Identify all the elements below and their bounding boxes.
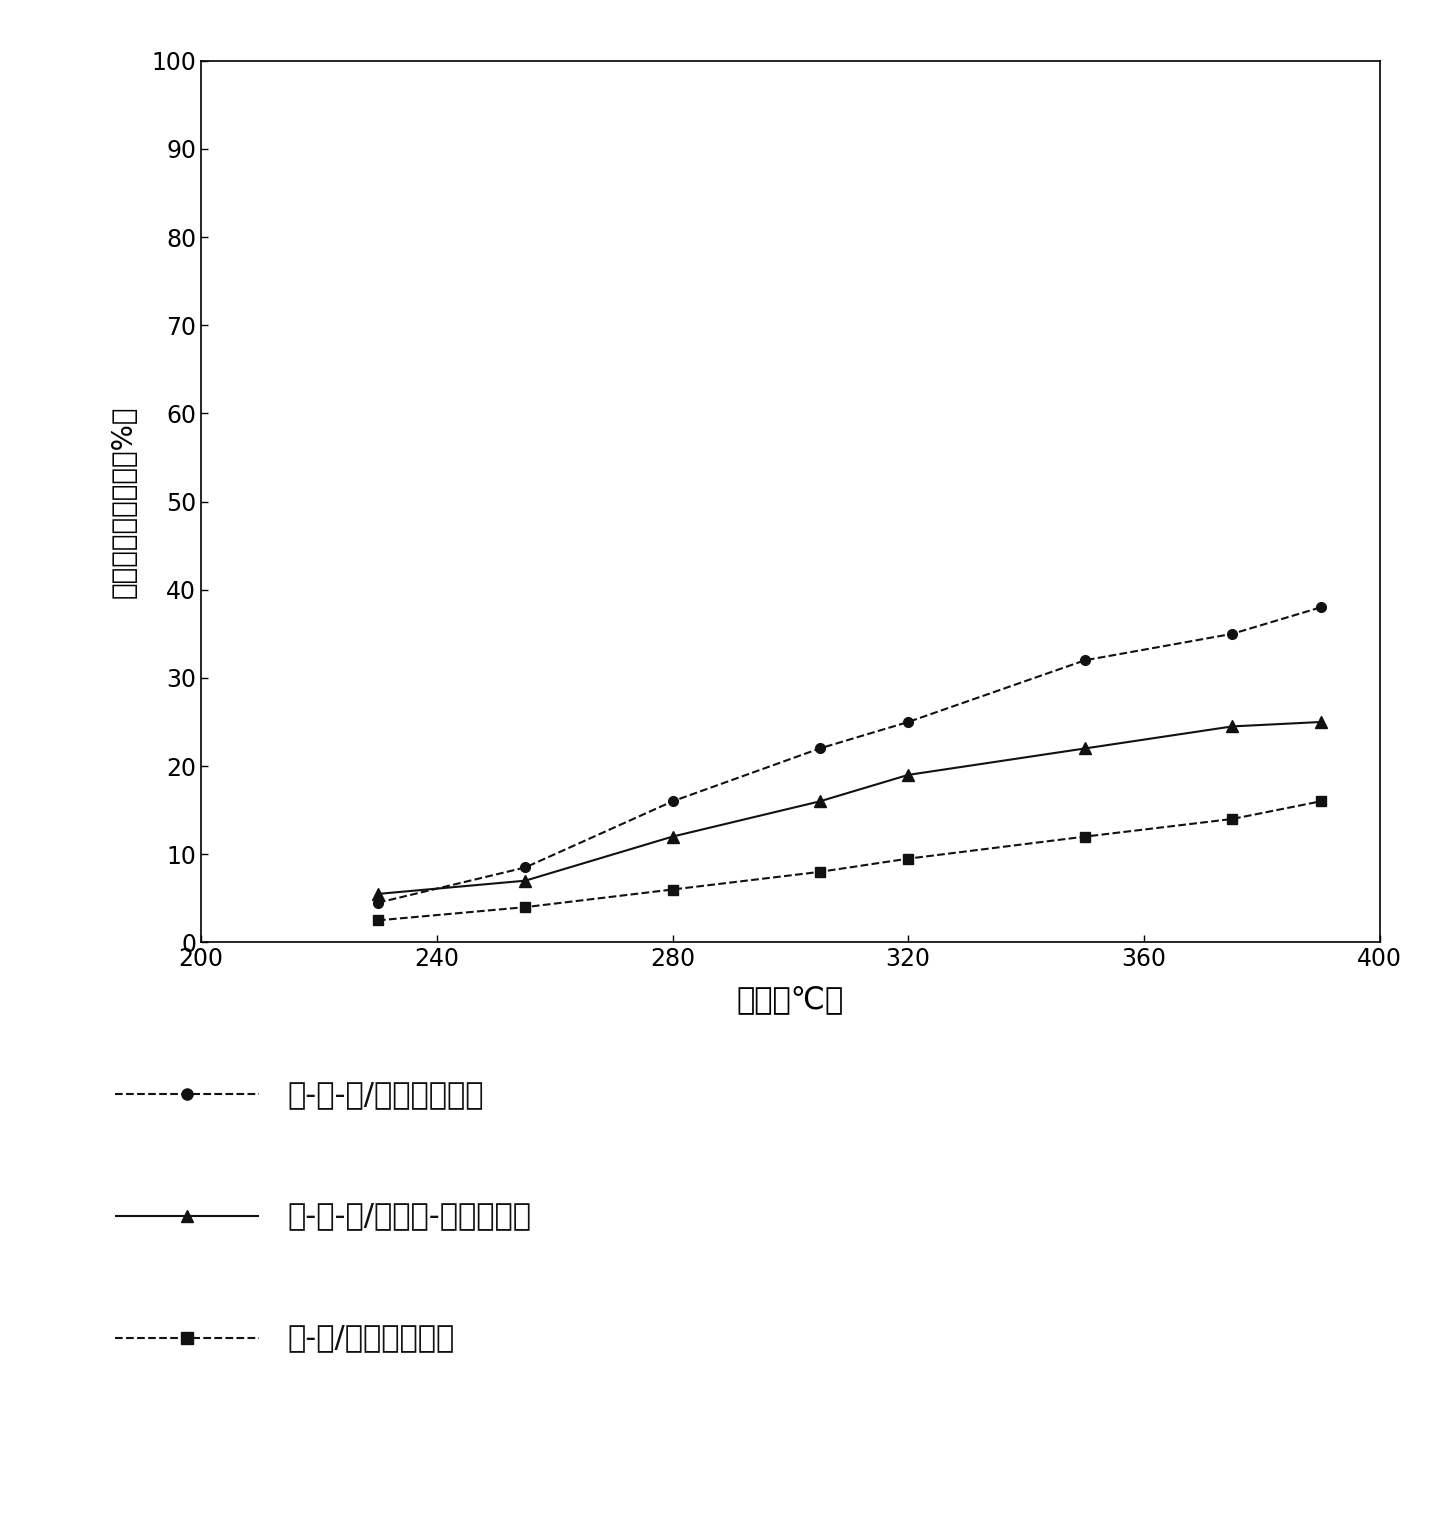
Y-axis label: 一氧化碳的转化率（%）: 一氧化碳的转化率（%） [109,406,138,597]
Text: 銀-钒-鄙/氧化馒-硫酸催化剂: 銀-钒-鄙/氧化馒-硫酸催化剂 [287,1201,532,1231]
X-axis label: 温度（℃）: 温度（℃） [737,985,844,1014]
Text: 銀-钒-鄙/氧化馒催化剂: 銀-钒-鄙/氧化馒催化剂 [287,1079,484,1110]
Text: 钒-鄙/氧化馒催化剂: 钒-鄙/氧化馒催化剂 [287,1322,454,1353]
